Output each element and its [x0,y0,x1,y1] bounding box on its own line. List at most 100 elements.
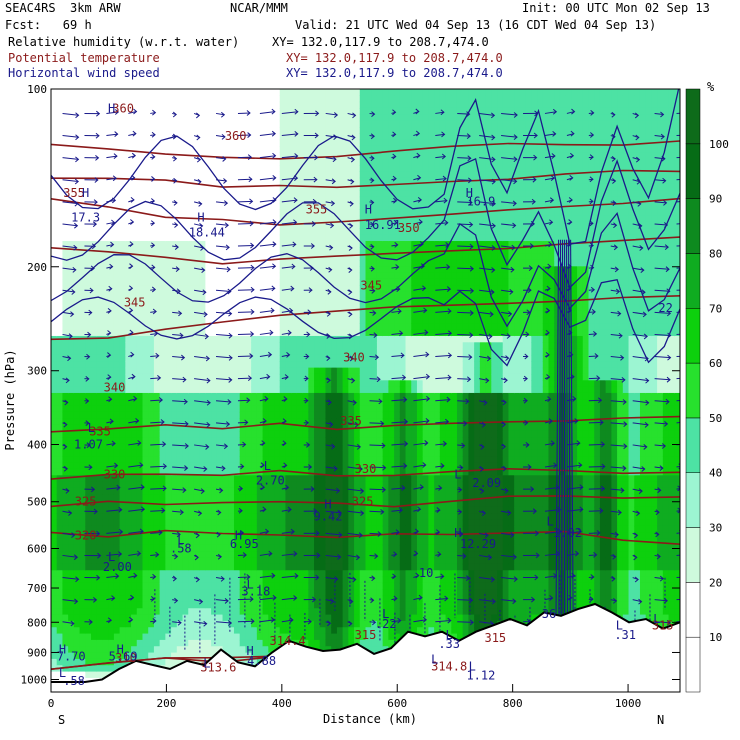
rh-cell [113,601,121,609]
rh-cell [91,665,98,673]
rh-cell [291,494,298,502]
rh-cell [245,177,252,185]
rh-cell [251,139,258,147]
rh-cell [148,183,155,191]
rh-cell [279,544,287,552]
rh-cell [274,424,281,432]
rh-cell [262,570,269,578]
rh-cell [302,500,309,508]
rh-cell [193,589,201,597]
rh-cell [325,563,332,571]
rh-cell [211,95,218,103]
rh-cell [153,443,161,451]
rh-cell [142,468,149,476]
rh-cell [182,266,189,274]
rh-cell [245,633,252,641]
rh-cell [176,278,184,286]
rh-cell [285,544,292,552]
rh-cell [245,380,252,388]
rh-cell [56,285,64,293]
rh-cell [302,196,309,204]
rh-cell [113,627,121,635]
rh-cell [342,589,349,597]
rh-cell [296,443,304,451]
rh-cell [308,348,315,356]
rh-cell [165,278,172,286]
rh-cell [125,272,132,280]
rh-cell [68,342,75,350]
rh-cell [319,316,327,324]
rh-cell [136,215,144,223]
rh-cell [182,487,189,495]
rh-cell [102,278,109,286]
rh-cell [91,639,98,647]
rh-cell [268,139,275,147]
rh-cell [73,291,81,299]
rh-cell [228,152,235,160]
rh-cell [51,380,58,388]
rh-cell [102,240,109,248]
rh-cell [102,646,109,654]
rh-cell [142,506,149,514]
rh-cell [256,348,264,356]
rh-cell [222,576,229,584]
rh-cell [302,272,309,280]
rh-cell [233,367,241,375]
rh-cell [125,633,132,641]
rh-cell [148,209,155,217]
rh-cell [256,367,264,375]
rh-cell [113,139,121,147]
rh-cell [291,215,298,223]
rh-cell [319,133,327,141]
rh-cell [51,468,58,476]
rh-cell [233,430,241,438]
rh-cell [285,259,292,267]
rh-cell [205,557,212,565]
rh-cell [193,456,201,464]
rh-cell [68,392,75,400]
rh-cell [268,247,275,255]
rh-cell [85,158,92,166]
rh-cell [73,570,81,578]
rh-cell [56,525,64,533]
rh-cell [314,240,321,248]
rh-cell [188,392,195,400]
rh-cell [73,627,81,635]
rh-cell [216,437,224,445]
rh-cell [102,348,109,356]
rh-cell [285,430,292,438]
rh-cell [211,506,218,514]
rh-cell [314,620,321,628]
rh-cell [188,196,195,204]
rh-cell [228,278,235,286]
rh-cell [125,487,132,495]
rh-cell [142,240,149,248]
rh-cell [279,190,287,198]
rh-cell [131,367,138,375]
rh-cell [125,589,132,597]
rh-cell [119,380,126,388]
rh-cell [319,171,327,179]
rh-cell [119,367,126,375]
rh-cell [165,107,172,115]
rh-cell [56,456,64,464]
rh-cell [62,399,69,407]
rh-cell [274,380,281,388]
rh-cell [193,272,201,280]
rh-cell [233,152,241,160]
rh-cell [165,639,172,647]
rh-cell [199,500,206,508]
rh-cell [325,405,332,413]
rh-cell [113,538,121,546]
rh-cell [119,164,126,172]
rh-cell [274,253,281,261]
rh-cell [165,367,172,375]
rh-cell [153,354,161,362]
rh-cell [279,114,287,122]
rh-cell [239,139,247,147]
rh-cell [148,89,155,96]
rh-cell [211,304,218,312]
rh-cell [176,297,184,305]
rh-cell [239,633,247,641]
rh-cell [91,361,98,369]
